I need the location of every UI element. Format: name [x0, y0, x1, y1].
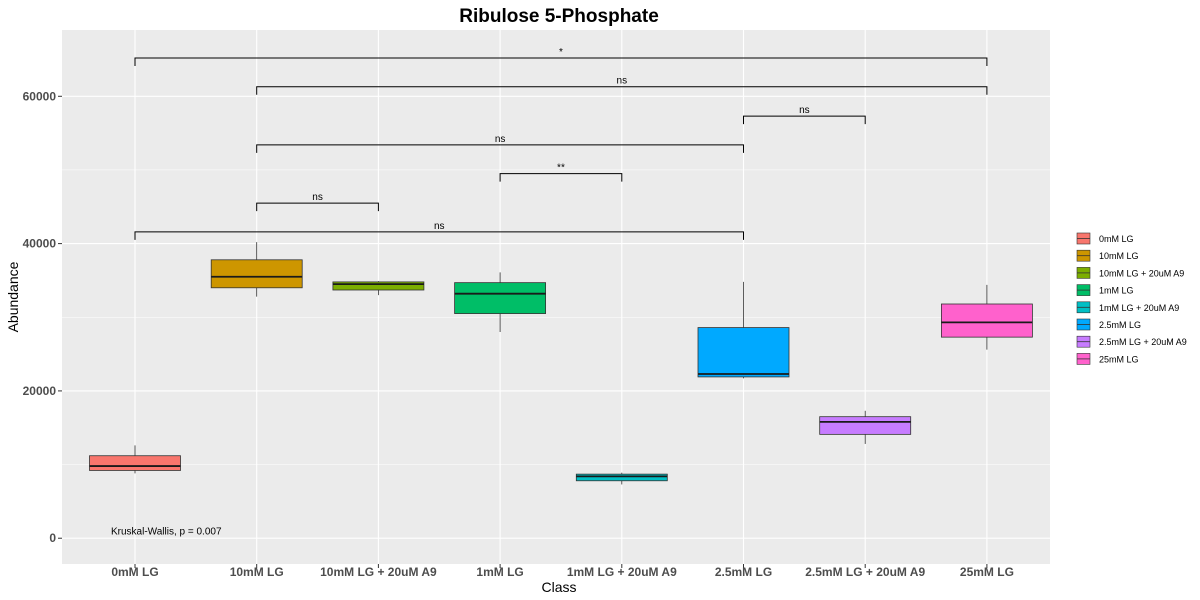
bracket-line	[256, 86, 988, 95]
legend-label: 10mM LG + 20uM A9	[1099, 268, 1184, 278]
legend-item: 1mM LG	[1076, 284, 1134, 296]
y-axis: 0 20000 40000 60000	[23, 89, 62, 545]
significance-label: ns	[434, 221, 445, 232]
x-tick-label: 2.5mM LG + 20uM A9	[805, 565, 925, 579]
significance-label: ns	[495, 134, 506, 145]
significance-label: *	[559, 47, 563, 58]
legend-item: 25mM LG	[1076, 353, 1139, 365]
y-tick-label: 0	[49, 531, 56, 545]
x-tick-label: 1mM LG + 20uM A9	[567, 565, 677, 579]
significance-label: **	[557, 163, 565, 174]
comparison-bracket: ns	[743, 105, 866, 125]
bracket-line	[134, 231, 744, 240]
comparison-bracket: **	[499, 163, 623, 182]
y-axis-title: Abundance	[5, 261, 21, 332]
x-tick-label: 2.5mM LG	[715, 565, 772, 579]
x-axis-title: Class	[541, 579, 576, 595]
bracket-line	[256, 144, 744, 153]
legend-label: 2.5mM LG + 20uM A9	[1099, 337, 1187, 347]
significance-label: ns	[312, 192, 323, 203]
box-iqr	[332, 281, 425, 291]
legend-label: 10mM LG	[1099, 251, 1139, 261]
box-7	[819, 410, 912, 444]
comparison-bracket: ns	[256, 192, 379, 212]
comparison-bracket: ns	[256, 134, 744, 153]
significance-label: ns	[617, 76, 628, 87]
comparison-bracket: *	[134, 47, 988, 66]
box-iqr	[575, 473, 668, 482]
box-5	[575, 472, 668, 485]
legend-item: 2.5mM LG + 20uM A9	[1076, 335, 1187, 348]
legend-item: 10mM LG	[1076, 249, 1139, 262]
kruskal-wallis-annotation: Kruskal-Wallis, p = 0.007	[111, 527, 222, 538]
x-tick-label: 10mM LG + 20uM A9	[320, 565, 437, 579]
comparison-bracket: ns	[134, 221, 744, 240]
legend: 0mM LG 10mM LG 10mM LG + 20uM A9 1mM LG 1mM …	[1076, 232, 1187, 365]
box-iqr	[941, 303, 1033, 338]
x-tick-label: 10mM LG	[230, 565, 284, 579]
comparison-bracket: ns	[256, 76, 988, 95]
plot-panel	[62, 30, 1050, 564]
bracket-line	[743, 115, 866, 125]
y-tick-label: 60000	[23, 89, 57, 103]
x-axis: 0mM LG 10mM LG 10mM LG + 20uM A9 1mM LG 1mM …	[111, 564, 1014, 579]
legend-label: 1mM LG	[1099, 286, 1134, 296]
chart-title: Ribulose 5-Phosphate	[459, 6, 659, 27]
box-3	[332, 281, 425, 296]
bracket-line	[256, 202, 379, 212]
legend-label: 0mM LG	[1099, 234, 1134, 244]
x-tick-label: 1mM LG	[476, 565, 523, 579]
bracket-line	[134, 57, 988, 66]
box-2	[210, 242, 303, 297]
significance-label: ns	[799, 105, 810, 116]
legend-item: 0mM LG	[1076, 232, 1134, 245]
legend-item: 2.5mM LG	[1076, 318, 1141, 331]
legend-label: 25mM LG	[1099, 354, 1139, 364]
box-iqr	[454, 282, 547, 314]
x-tick-label: 25mM LG	[960, 565, 1014, 579]
box-iqr	[210, 259, 303, 289]
x-tick-label: 0mM LG	[111, 565, 158, 579]
legend-label: 1mM LG + 20uM A9	[1099, 303, 1179, 313]
box-4	[454, 272, 547, 332]
bracket-line	[499, 173, 623, 182]
y-tick-label: 40000	[23, 237, 57, 251]
box-iqr	[819, 416, 912, 435]
box-iqr	[89, 455, 181, 471]
box-1	[89, 445, 181, 474]
legend-label: 2.5mM LG	[1099, 320, 1141, 330]
legend-item: 10mM LG + 20uM A9	[1076, 267, 1184, 279]
box-iqr	[697, 327, 790, 378]
legend-item: 1mM LG + 20uM A9	[1076, 301, 1179, 314]
box-8	[941, 284, 1033, 350]
box-6	[697, 281, 790, 379]
box-series	[89, 242, 1033, 485]
significance-brackets: * ns ns ns ** ns ns	[134, 47, 988, 240]
y-tick-label: 20000	[23, 384, 57, 398]
